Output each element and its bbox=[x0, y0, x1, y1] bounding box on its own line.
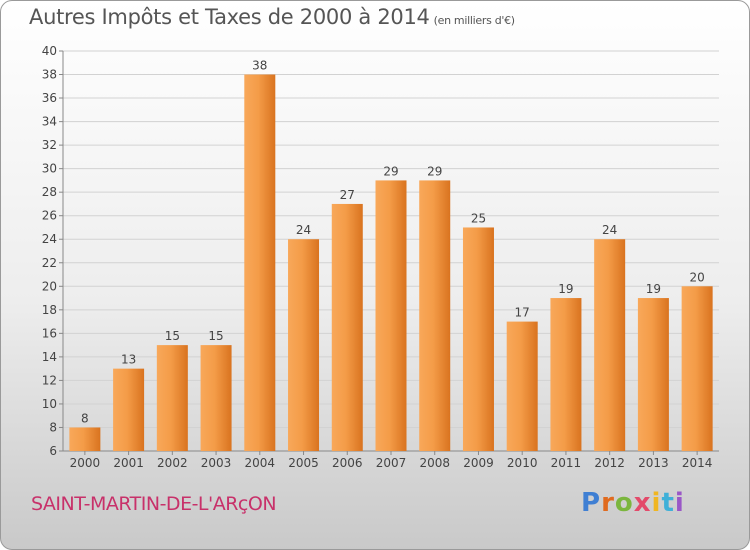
x-tick-label: 2004 bbox=[245, 456, 276, 470]
x-tick-label: 2002 bbox=[157, 456, 188, 470]
data-labels: 8 13 15 15 38 24 27 29 29 25 17 19 24 19 20 bbox=[81, 59, 705, 426]
x-tick-label: 2014 bbox=[682, 456, 713, 470]
y-tick-label: 16 bbox=[42, 326, 57, 340]
y-tick-label: 24 bbox=[42, 232, 57, 246]
bar bbox=[244, 74, 276, 451]
y-tick-label: 36 bbox=[42, 91, 57, 105]
y-tick-label: 34 bbox=[42, 115, 57, 129]
chart-title-text: Autres Impôts et Taxes de 2000 à 2014 bbox=[29, 5, 430, 29]
data-label: 29 bbox=[383, 164, 398, 178]
bar bbox=[506, 321, 538, 451]
data-label: 27 bbox=[340, 188, 355, 202]
bar bbox=[594, 239, 626, 451]
bar bbox=[637, 298, 669, 451]
data-label: 38 bbox=[252, 59, 267, 73]
logo-letter: i bbox=[674, 488, 685, 518]
data-label: 19 bbox=[558, 282, 573, 296]
y-tick-label: 30 bbox=[42, 162, 57, 176]
y-tick-label: 18 bbox=[42, 303, 57, 317]
data-label: 20 bbox=[689, 270, 704, 284]
data-label: 17 bbox=[515, 306, 530, 320]
logo-letter: P bbox=[581, 488, 602, 518]
y-tick-label: 32 bbox=[42, 138, 57, 152]
x-tick-label: 2003 bbox=[201, 456, 232, 470]
x-tick-label: 2011 bbox=[551, 456, 582, 470]
x-tick-label: 2006 bbox=[332, 456, 363, 470]
bar bbox=[69, 427, 101, 451]
x-tick-label: 2012 bbox=[594, 456, 625, 470]
y-tick-label: 20 bbox=[42, 279, 57, 293]
y-tick-label: 38 bbox=[42, 68, 57, 82]
y-tick-label: 14 bbox=[42, 350, 57, 364]
chart-title: Autres Impôts et Taxes de 2000 à 2014 (en… bbox=[29, 5, 515, 29]
y-tick-label: 10 bbox=[42, 397, 57, 411]
y-tick-labels: 6 8 10 12 14 16 18 20 22 24 26 28 30 32 34 36 38 40 bbox=[42, 44, 57, 458]
bar bbox=[375, 180, 407, 452]
x-tick-label: 2000 bbox=[70, 456, 101, 470]
y-tick-label: 6 bbox=[49, 444, 57, 458]
x-tick-label: 2005 bbox=[288, 456, 319, 470]
data-label: 24 bbox=[296, 223, 311, 237]
bar bbox=[331, 203, 363, 451]
proxiti-logo: Proxiti bbox=[581, 488, 685, 518]
y-tick-label: 40 bbox=[42, 44, 57, 58]
bar bbox=[288, 239, 320, 451]
data-label: 29 bbox=[427, 164, 442, 178]
data-label: 25 bbox=[471, 211, 486, 225]
data-label: 19 bbox=[646, 282, 661, 296]
logo-letter: i bbox=[651, 488, 662, 518]
bar bbox=[419, 180, 451, 452]
data-label: 15 bbox=[165, 329, 180, 343]
x-tick-labels: 2000 2001 2002 2003 2004 2005 2006 2007 2008 2009… bbox=[70, 451, 713, 470]
bar bbox=[550, 298, 582, 451]
data-label: 8 bbox=[81, 411, 89, 425]
x-tick-label: 2007 bbox=[376, 456, 407, 470]
bar bbox=[462, 227, 494, 451]
bars bbox=[69, 74, 713, 452]
bar bbox=[113, 368, 145, 451]
logo-letter: x bbox=[633, 488, 652, 518]
chart-subtitle: (en milliers d'€) bbox=[433, 14, 515, 27]
x-tick-label: 2010 bbox=[507, 456, 538, 470]
y-tick-label: 28 bbox=[42, 185, 57, 199]
y-tick-label: 12 bbox=[42, 373, 57, 387]
bar bbox=[681, 286, 713, 451]
commune-name: SAINT-MARTIN-DE-L'ARçON bbox=[31, 493, 277, 515]
logo-letter: r bbox=[601, 488, 615, 518]
y-tick-label: 8 bbox=[49, 420, 57, 434]
bar bbox=[200, 345, 232, 451]
logo-letter: t bbox=[661, 488, 675, 518]
x-tick-label: 2013 bbox=[638, 456, 669, 470]
y-tick-label: 26 bbox=[42, 209, 57, 223]
logo-letter: o bbox=[614, 488, 634, 518]
y-tick-label: 22 bbox=[42, 256, 57, 270]
bar bbox=[156, 345, 188, 451]
data-label: 24 bbox=[602, 223, 617, 237]
x-tick-label: 2001 bbox=[113, 456, 144, 470]
x-tick-label: 2008 bbox=[419, 456, 450, 470]
data-label: 15 bbox=[208, 329, 223, 343]
x-tick-label: 2009 bbox=[463, 456, 494, 470]
data-label: 13 bbox=[121, 353, 136, 367]
